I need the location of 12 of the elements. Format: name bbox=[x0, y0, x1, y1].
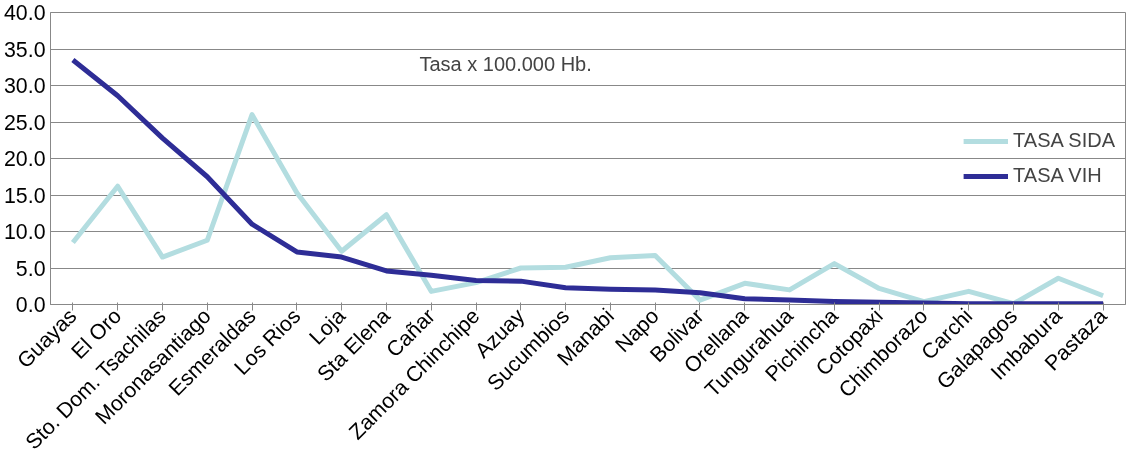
y-tick-label: 30.0 bbox=[3, 74, 46, 98]
legend-label: TASA VIH bbox=[1013, 164, 1102, 187]
y-tick-label: 5.0 bbox=[15, 256, 46, 281]
y-tick-label: 40.0 bbox=[3, 1, 46, 25]
y-tick-label: 0.0 bbox=[15, 293, 46, 317]
y-tick-label: 20.0 bbox=[3, 147, 46, 171]
y-tick-label: 10.0 bbox=[3, 220, 46, 244]
y-tick-label: 35.0 bbox=[3, 37, 46, 62]
annotation: Tasa x 100.000 Hb. bbox=[419, 52, 592, 75]
y-tick-label: 15.0 bbox=[3, 183, 46, 208]
legend-label: TASA SIDA bbox=[1013, 129, 1115, 152]
y-tick-label: 25.0 bbox=[3, 110, 46, 135]
